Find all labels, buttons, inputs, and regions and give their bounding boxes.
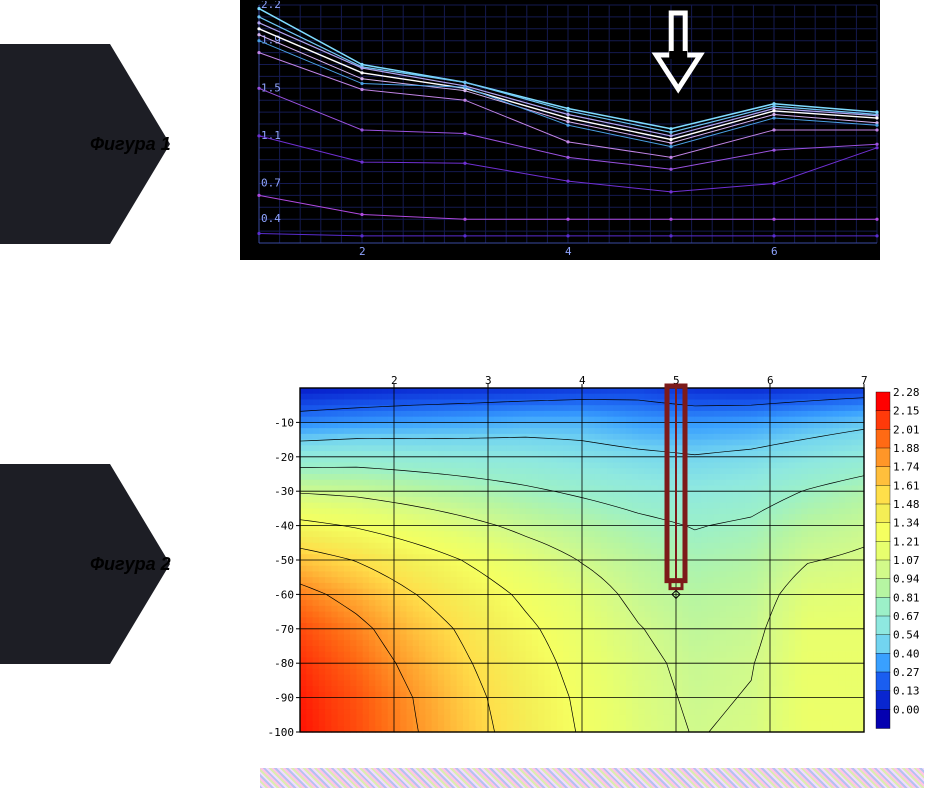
x-tick-label: 6: [771, 245, 778, 258]
y-tick-label: 2.2: [261, 1, 281, 11]
scale-label: 1.07: [893, 554, 920, 567]
line-chart: 0.40.71.11.51.92.2246: [240, 0, 880, 260]
decorative-strip: [260, 768, 924, 788]
y-tick-label: -40: [274, 520, 294, 533]
scale-label: 0.54: [893, 629, 920, 642]
scale-label: 1.88: [893, 442, 920, 455]
y-tick-label: -30: [274, 485, 294, 498]
scale-label: 0.13: [893, 685, 920, 698]
y-tick-label: -10: [274, 416, 294, 429]
scale-label: 1.48: [893, 498, 920, 511]
scale-label: 1.34: [893, 517, 920, 530]
x-tick-label: 2: [359, 245, 366, 258]
y-tick-label: -50: [274, 554, 294, 567]
scale-label: 1.61: [893, 479, 920, 492]
y-tick-label: -80: [274, 657, 294, 670]
fig2-label: Фигура 2: [90, 554, 171, 575]
y-tick-label: -100: [268, 726, 295, 738]
scale-label: 2.15: [893, 405, 920, 418]
scale-label: 1.21: [893, 535, 920, 548]
y-tick-label: -20: [274, 451, 294, 464]
scale-label: 0.81: [893, 591, 920, 604]
heatmap-chart: 234567-10-20-30-40-50-60-70-80-90-100 2.…: [260, 372, 924, 738]
y-tick-label: -90: [274, 692, 294, 705]
scale-label: 2.28: [893, 386, 920, 399]
y-tick-label: 1.1: [261, 129, 281, 142]
scale-label: 0.94: [893, 573, 920, 586]
scale-label: 2.01: [893, 423, 920, 436]
scale-label: 0.00: [893, 703, 920, 716]
y-tick-label: 0.4: [261, 212, 281, 225]
y-tick-label: -60: [274, 588, 294, 601]
x-tick-label: 4: [565, 245, 572, 258]
fig1-label: Фигура 1: [90, 134, 171, 155]
scale-label: 0.27: [893, 666, 920, 679]
arrow-indicator: [656, 13, 700, 89]
scale-label: 0.40: [893, 647, 920, 660]
y-tick-label: 0.7: [261, 177, 281, 190]
scale-label: 0.67: [893, 610, 920, 623]
y-tick-label: -70: [274, 623, 294, 636]
scale-label: 1.74: [893, 461, 920, 474]
y-tick-label: 1.5: [261, 81, 281, 94]
